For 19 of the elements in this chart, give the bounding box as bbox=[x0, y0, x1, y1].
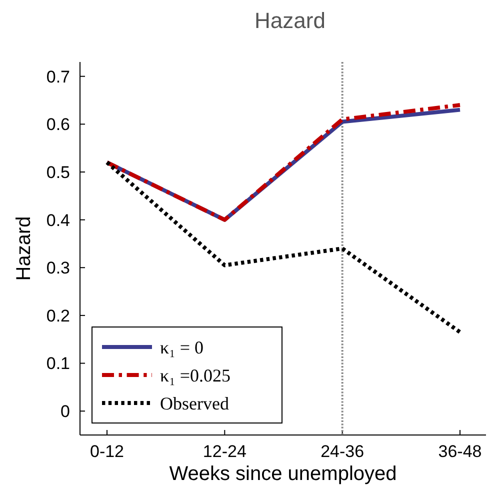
y-tick-label: 0.3 bbox=[46, 258, 70, 278]
line-series bbox=[105, 160, 462, 334]
chart-title: Hazard bbox=[254, 8, 326, 33]
y-tick-label: 0.7 bbox=[46, 67, 70, 86]
x-tick-label: 36-48 bbox=[438, 442, 482, 461]
x-tick-label: 0-12 bbox=[90, 442, 124, 461]
y-tick-label: 0.6 bbox=[46, 115, 70, 134]
y-tick-label: 0.5 bbox=[46, 162, 70, 182]
legend-label: κ₁ =0.025 bbox=[160, 365, 230, 386]
legend-label: κ₁ = 0 bbox=[160, 337, 204, 358]
x-tick-label: 12-24 bbox=[202, 442, 246, 461]
y-tick-label: 0 bbox=[60, 402, 70, 422]
y-tick-label: 0.1 bbox=[46, 354, 70, 374]
y-axis-title: Hazard bbox=[13, 216, 35, 281]
x-tick-label: 24-36 bbox=[320, 442, 364, 461]
x-axis-title: Weeks since unemployed bbox=[169, 463, 397, 485]
y-tick-label: 0.2 bbox=[46, 306, 70, 326]
y-tick-label: 0.4 bbox=[46, 210, 70, 230]
legend-label: Observed bbox=[160, 393, 229, 414]
